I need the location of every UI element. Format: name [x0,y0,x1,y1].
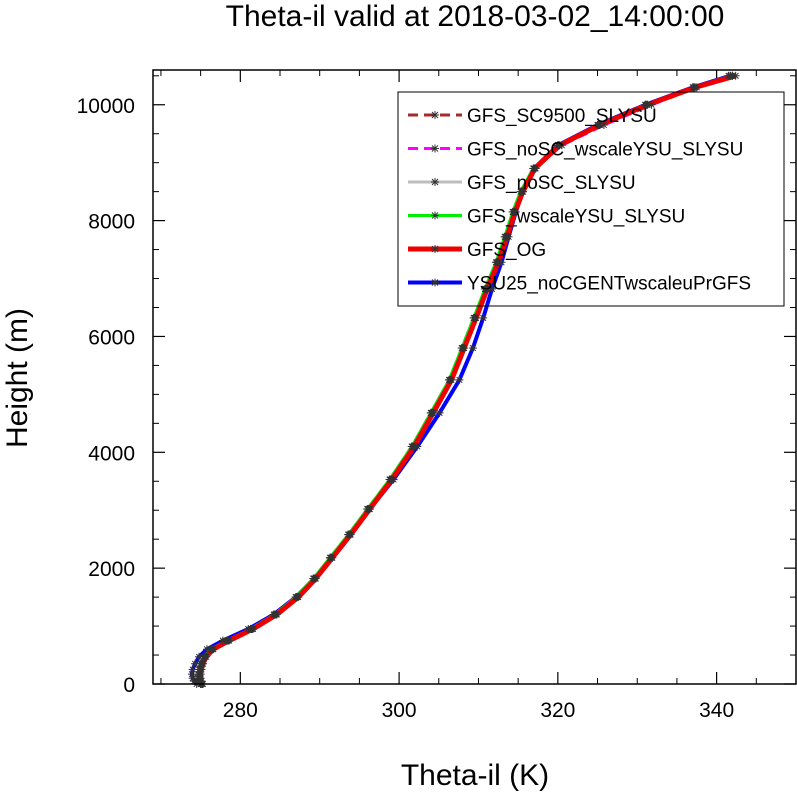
y-tick-label: 2000 [88,558,135,581]
legend-label: GFS_SC9500_SLYSU [467,106,657,127]
data-point [530,164,539,173]
x-axis-label: Theta-il (K) [401,759,549,792]
x-tick-label: 280 [223,699,258,722]
data-point [691,83,700,92]
data-point [387,475,396,484]
data-point [346,530,355,539]
legend-label: GFS_OG [467,240,546,261]
data-point [726,71,735,80]
plot-frame [152,69,797,685]
legend: GFS_SC9500_SLYSU GFS_noSC_wscaleYSU_SLYSU… [397,91,785,307]
x-tick-label: 340 [699,699,734,722]
data-point [643,100,652,109]
y-axis-label: Height (m) [1,308,34,448]
legend-entry: YSU25_noCGENTwscaleuPrGFS [408,274,751,295]
data-point [503,232,512,241]
x-tick-label: 320 [540,699,575,722]
data-point [209,645,218,654]
data-point [510,207,519,216]
legend-label: YSU25_noCGENTwscaleuPrGFS [467,274,751,295]
legend-label: GFS_wscaleYSU_SLYSU [467,207,685,228]
data-point [328,553,337,562]
y-tick-label: 8000 [88,211,135,234]
legend-entry: GFS_OG [408,240,546,261]
data-point [429,408,438,417]
legend-box [397,91,785,307]
axis-ticks: 280 300 320 340 0 2000 4000 6000 8000 10000 [77,70,797,722]
data-point [455,375,464,384]
data-point [225,636,234,645]
data-series [187,71,740,688]
data-point [365,505,374,514]
legend-entry: GFS_noSC_wscaleYSU_SLYSU [408,140,743,161]
data-point [202,652,211,661]
series-line [198,73,737,686]
chart-title: Theta-il valid at 2018-03-02_14:00:00 [226,0,725,33]
series-line [198,74,733,685]
data-point [410,442,419,451]
data-point [199,659,208,668]
data-point [472,313,481,322]
data-point [294,593,303,602]
data-point [518,187,527,196]
series-line [197,74,733,685]
data-point [479,313,488,322]
y-tick-label: 6000 [88,326,135,349]
legend-label: GFS_noSC_wscaleYSU_SLYSU [467,140,743,161]
data-point [249,624,258,633]
data-point [447,375,456,384]
data-point [311,574,320,583]
legend-entry: GFS_SC9500_SLYSU [408,106,657,127]
series-line [196,74,732,685]
x-tick-label: 300 [382,699,417,722]
legend-label: GFS_noSC_SLYSU [467,173,636,194]
y-tick-label: 0 [123,674,135,697]
data-point [191,659,200,668]
data-point [272,610,281,619]
data-point [483,284,492,293]
legend-entry: GFS_wscaleYSU_SLYSU [408,207,685,228]
data-point [731,71,740,80]
data-point [468,344,477,353]
data-point [196,670,205,679]
data-point [555,141,564,150]
data-point [595,121,604,130]
data-point [460,344,469,353]
y-tick-label: 10000 [77,95,135,118]
data-point [494,258,503,267]
y-tick-label: 4000 [88,442,135,465]
legend-entry: GFS_noSC_SLYSU [408,173,636,194]
